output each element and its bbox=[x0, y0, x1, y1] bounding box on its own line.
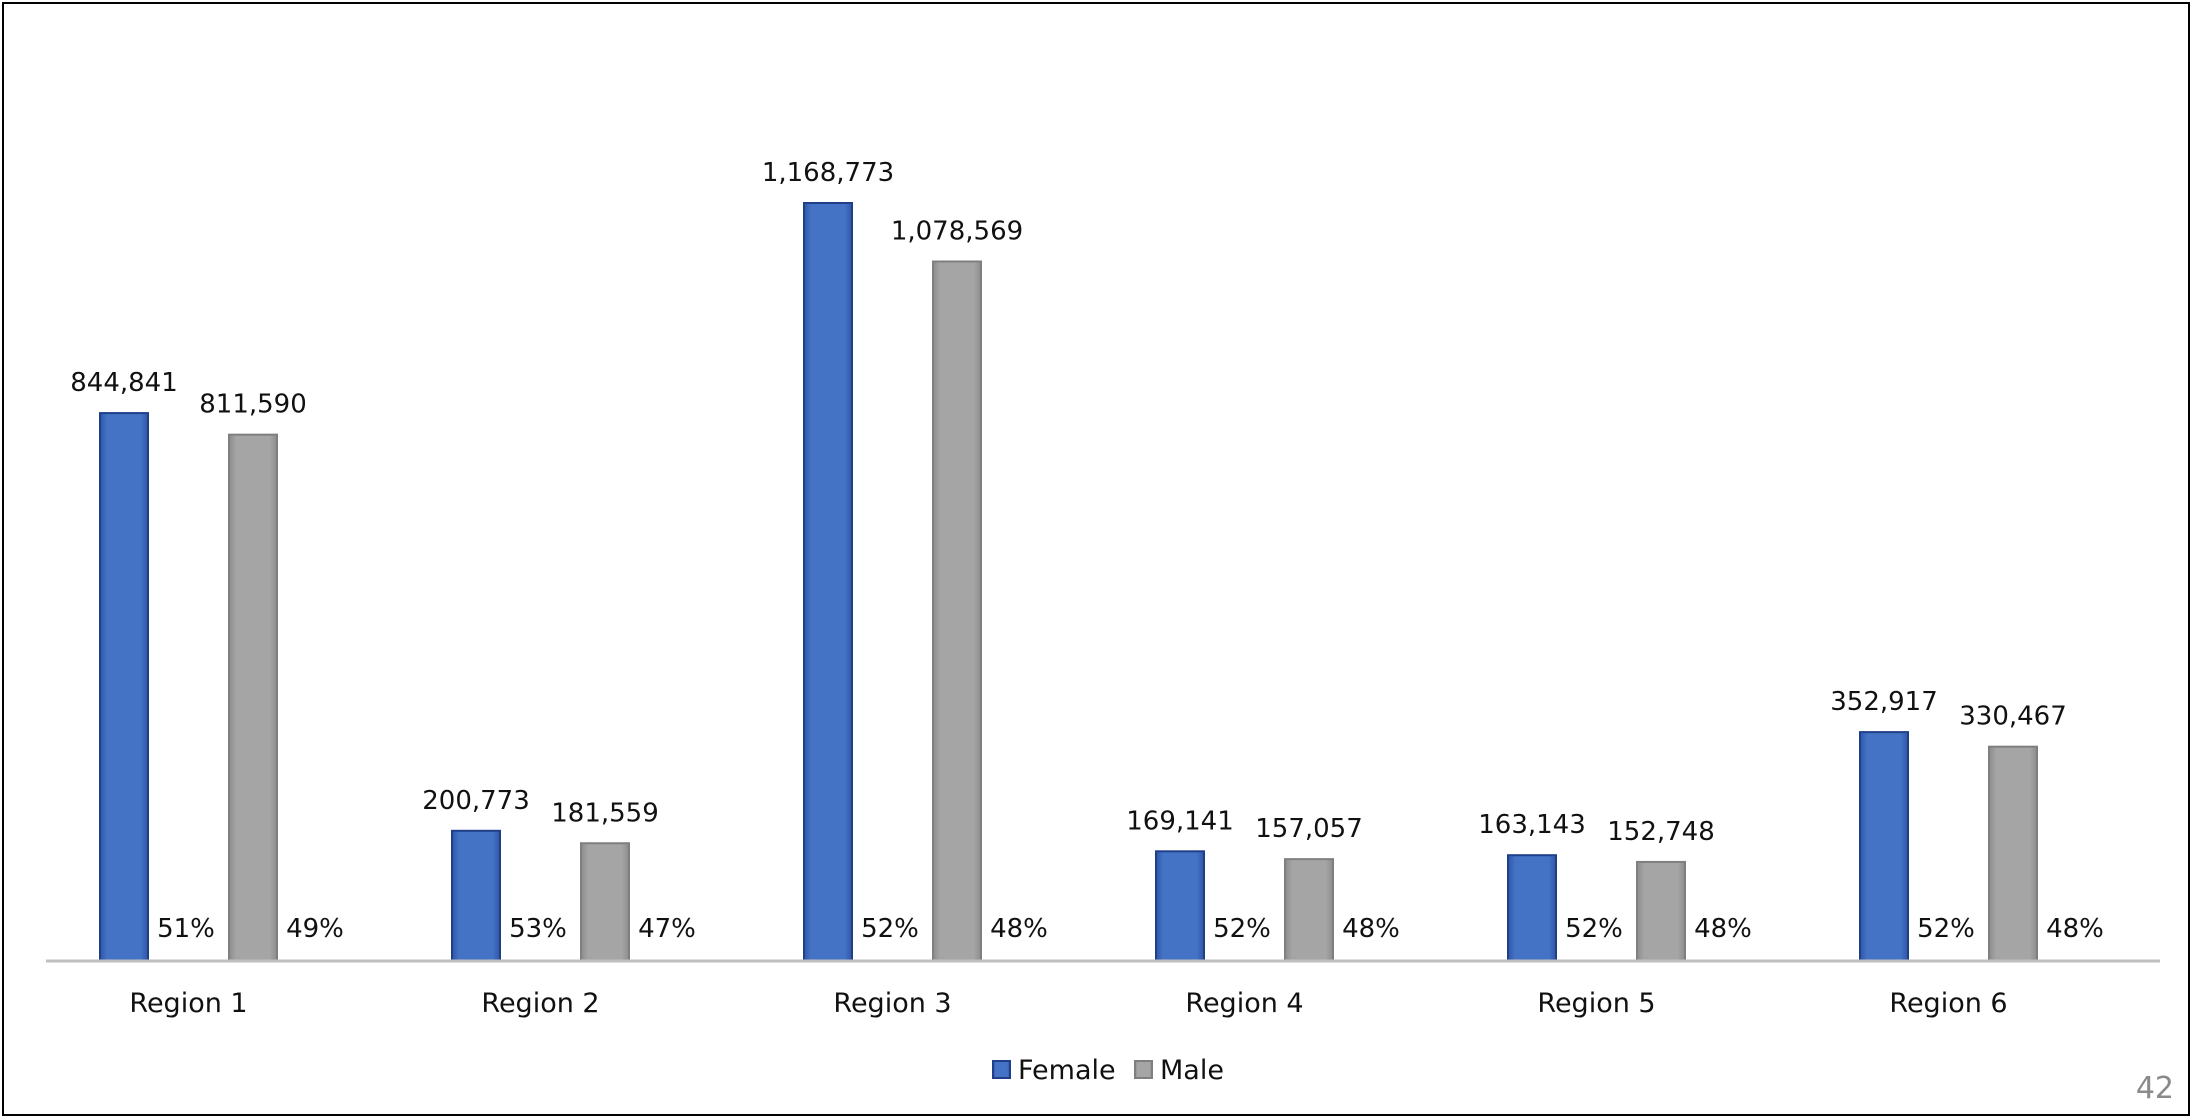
bar-female-region-3 bbox=[803, 202, 853, 962]
bar-male-region-4 bbox=[1284, 858, 1334, 962]
page-number: 42 bbox=[2135, 1071, 2174, 1106]
value-label-female: 352,917 bbox=[1830, 687, 1938, 717]
bar-male-region-1 bbox=[228, 433, 278, 962]
percent-label-female: 51% bbox=[157, 914, 215, 944]
percent-label-female: 52% bbox=[861, 914, 919, 944]
bar-male-region-6 bbox=[1988, 745, 2038, 962]
bar-male-region-5 bbox=[1636, 860, 1686, 962]
bar-female-region-1 bbox=[99, 412, 149, 962]
x-tick-label: Region 6 bbox=[1889, 988, 2007, 1019]
x-tick-label: Region 1 bbox=[129, 988, 247, 1019]
legend-swatch-female bbox=[992, 1060, 1011, 1079]
bar-male-region-3 bbox=[932, 260, 982, 962]
bar-chart: 844,841 51% 811,590 49% 200,773 53% 181,559 47%… bbox=[46, 158, 2160, 1086]
percent-label-male: 49% bbox=[286, 914, 344, 944]
percent-label-female: 52% bbox=[1917, 914, 1975, 944]
legend-swatch-male bbox=[1134, 1060, 1153, 1079]
value-label-female: 1,168,773 bbox=[762, 158, 894, 188]
legend-label-female: Female bbox=[1018, 1055, 1116, 1086]
value-label-male: 1,078,569 bbox=[891, 217, 1023, 247]
value-label-male: 181,559 bbox=[551, 798, 659, 828]
percent-label-female: 53% bbox=[509, 914, 567, 944]
bar-male-region-2 bbox=[580, 842, 630, 962]
x-tick-label: Region 2 bbox=[481, 988, 599, 1019]
x-tick-label: Region 5 bbox=[1537, 988, 1655, 1019]
legend-label-male: Male bbox=[1160, 1055, 1224, 1086]
percent-label-male: 48% bbox=[1342, 914, 1400, 944]
bar-female-region-2 bbox=[451, 829, 501, 962]
percent-label-female: 52% bbox=[1565, 914, 1623, 944]
bar-female-region-6 bbox=[1859, 731, 1909, 963]
x-tick-label: Region 4 bbox=[1185, 988, 1303, 1019]
value-label-male: 811,590 bbox=[199, 390, 307, 420]
percent-label-male: 48% bbox=[1694, 914, 1752, 944]
value-label-male: 152,748 bbox=[1607, 817, 1715, 847]
value-label-male: 157,057 bbox=[1255, 814, 1363, 844]
bar-female-region-4 bbox=[1155, 850, 1205, 963]
value-label-female: 163,143 bbox=[1478, 810, 1586, 840]
percent-label-male: 47% bbox=[638, 914, 696, 944]
value-label-male: 330,467 bbox=[1959, 702, 2067, 732]
percent-label-male: 48% bbox=[2046, 914, 2104, 944]
value-label-female: 844,841 bbox=[70, 368, 178, 398]
percent-label-female: 52% bbox=[1213, 914, 1271, 944]
percent-label-male: 48% bbox=[990, 914, 1048, 944]
value-label-female: 200,773 bbox=[422, 786, 530, 816]
value-label-female: 169,141 bbox=[1126, 806, 1234, 836]
bar-female-region-5 bbox=[1507, 854, 1557, 963]
x-tick-label: Region 3 bbox=[833, 988, 951, 1019]
